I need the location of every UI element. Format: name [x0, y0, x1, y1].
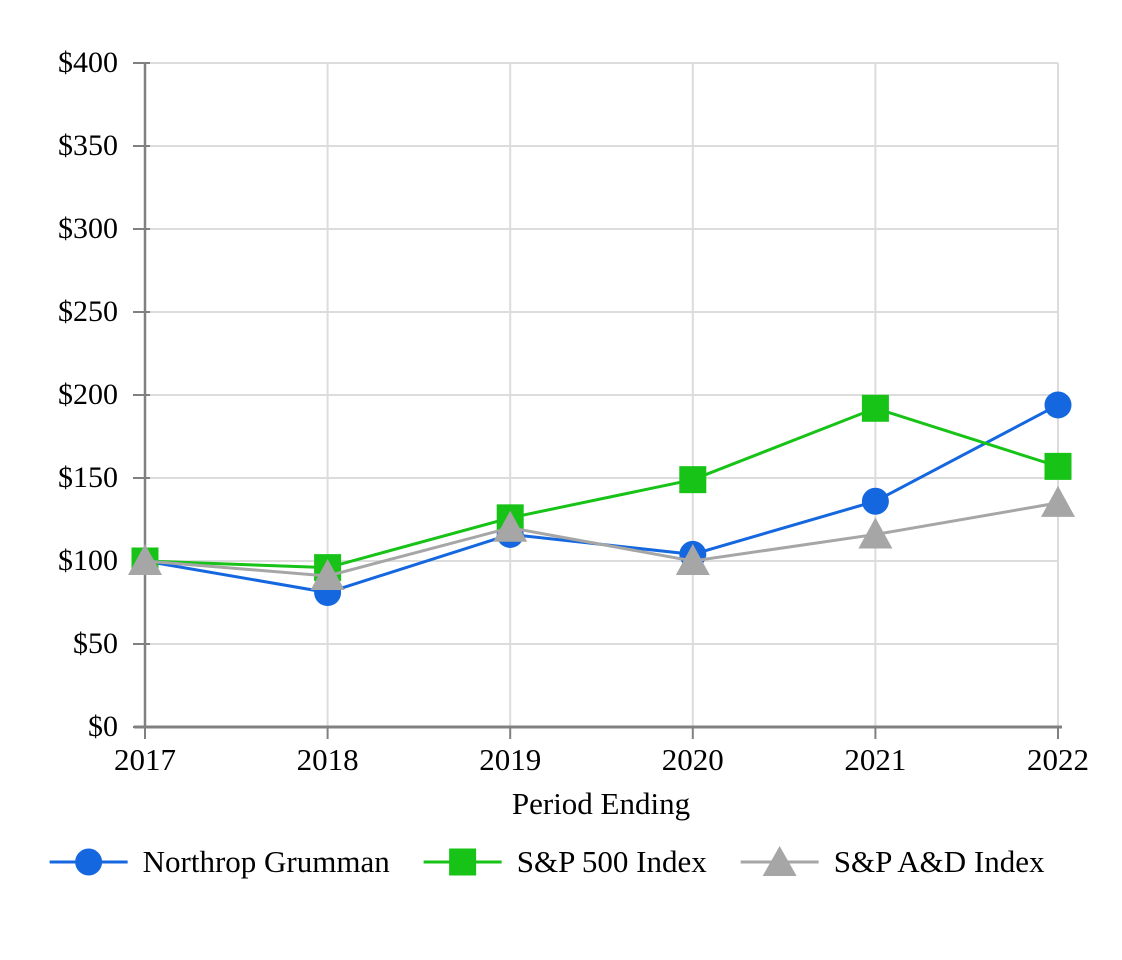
circle-glyph	[75, 848, 103, 876]
triangle-glyph	[762, 846, 797, 876]
marker-s-p-a-d-index-2021	[858, 517, 893, 549]
marker-s-p-a-d-index-2018	[310, 558, 345, 590]
marker-northrop-grumman-2022	[1044, 391, 1072, 419]
x-tick-label: 2019	[479, 742, 542, 777]
legend: Northrop Grumman S&P 500 Index S&P A&D I…	[48, 843, 1045, 881]
square-marker-icon	[423, 848, 502, 876]
y-tick-label: $0	[88, 710, 118, 743]
legend-item-northrop-grumman: Northrop Grumman	[48, 843, 390, 881]
x-tick-label: 2018	[296, 742, 359, 777]
series-line-s-p-a-d-index	[144, 501, 1059, 578]
marker-s-p-a-d-index-2020	[675, 544, 710, 575]
y-tick-label: $50	[73, 627, 118, 660]
marker-s-p-a-d-index-2019	[493, 510, 528, 542]
y-tick-label: $200	[58, 378, 118, 411]
square-glyph	[449, 848, 477, 876]
x-tick-label: 2017	[114, 742, 176, 777]
marker-northrop-grumman-2021	[861, 487, 889, 515]
legend-label: Northrop Grumman	[142, 844, 390, 879]
marker-s-p-500-index-2020	[679, 466, 707, 494]
legend-label: S&P A&D Index	[833, 844, 1045, 879]
legend-label: S&P 500 Index	[516, 844, 707, 879]
y-tick-label: $300	[58, 212, 118, 245]
marker-s-p-a-d-index-2017	[128, 544, 162, 575]
y-tick-label: $150	[58, 461, 118, 494]
y-tick-label: $100	[58, 544, 118, 577]
y-tick-label: $350	[58, 129, 118, 162]
marker-s-p-500-index-2021	[861, 394, 889, 422]
x-axis-title: Period Ending	[511, 786, 691, 821]
marker-s-p-500-index-2022	[1044, 452, 1072, 480]
series-line-s-p-500-index	[144, 406, 1059, 570]
y-tick-label: $400	[58, 46, 118, 79]
x-tick-label: 2022	[1027, 742, 1089, 777]
circle-marker-icon	[49, 848, 128, 876]
legend-item-sp500-index: S&P 500 Index	[422, 843, 707, 881]
triangle-marker-icon	[740, 846, 819, 876]
marker-s-p-a-d-index-2022	[1041, 485, 1075, 517]
legend-item-sp-ad-index: S&P A&D Index	[739, 843, 1045, 881]
x-tick-label: 2021	[844, 742, 907, 777]
x-tick-label: 2020	[661, 742, 724, 777]
y-tick-label: $250	[58, 295, 118, 328]
